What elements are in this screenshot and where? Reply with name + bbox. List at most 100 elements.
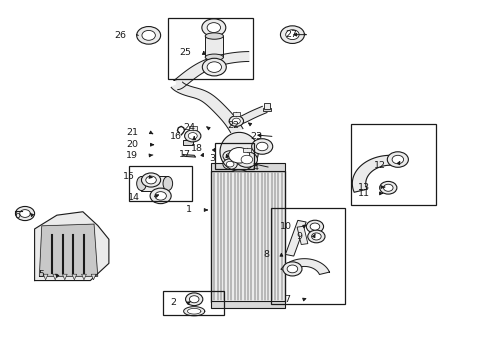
Polygon shape [40,224,98,276]
Text: 21: 21 [126,128,138,137]
Text: 15: 15 [123,172,135,181]
Text: 1: 1 [185,206,191,215]
Text: 11: 11 [357,189,369,198]
Circle shape [305,220,323,233]
Bar [210,171,285,302]
Text: 10: 10 [279,222,291,231]
Text: 24: 24 [183,123,195,132]
Circle shape [202,58,226,76]
Circle shape [188,132,197,139]
Circle shape [383,184,392,191]
Circle shape [280,26,304,44]
Bar [167,18,253,80]
Polygon shape [35,212,109,280]
Text: 22: 22 [227,121,239,130]
Circle shape [207,62,221,72]
Polygon shape [72,274,77,280]
Bar [183,140,192,145]
Text: 17: 17 [179,150,190,159]
Text: 18: 18 [190,144,203,153]
Circle shape [20,210,30,217]
Circle shape [379,181,396,194]
Text: 7: 7 [284,296,289,305]
Circle shape [142,30,155,40]
Text: 9: 9 [295,232,302,241]
Circle shape [226,161,233,167]
Text: 6: 6 [14,211,20,220]
Circle shape [207,23,220,32]
Polygon shape [187,309,201,314]
Polygon shape [173,51,248,90]
Circle shape [309,223,319,230]
Bar [270,208,345,304]
Polygon shape [171,82,243,132]
Polygon shape [81,274,86,280]
Circle shape [226,153,233,159]
Polygon shape [53,274,58,280]
Text: 5: 5 [38,270,44,279]
Bar [188,126,196,130]
Bar [297,226,307,244]
Ellipse shape [136,176,146,190]
Circle shape [189,296,199,303]
Circle shape [232,118,240,124]
Polygon shape [220,132,258,171]
Polygon shape [352,155,390,192]
Bar [350,123,435,205]
Circle shape [236,152,257,167]
Text: 13: 13 [357,183,369,192]
Text: 23: 23 [250,132,262,141]
Circle shape [150,188,171,204]
Text: 14: 14 [128,193,140,202]
Polygon shape [183,307,204,316]
Text: 3: 3 [209,154,215,163]
Bar [263,103,270,109]
Bar [232,112,240,116]
Polygon shape [91,274,96,280]
Bar [285,220,305,256]
Polygon shape [233,106,266,125]
Text: 25: 25 [180,48,191,57]
Text: 26: 26 [114,31,126,40]
Text: 2: 2 [170,298,176,307]
Circle shape [223,159,237,170]
Circle shape [229,116,243,126]
Text: 20: 20 [126,140,138,149]
Circle shape [141,173,160,187]
Ellipse shape [163,176,172,190]
Circle shape [228,148,249,163]
Bar [214,143,254,170]
Ellipse shape [205,33,223,39]
Polygon shape [62,274,67,280]
Circle shape [155,192,166,200]
Polygon shape [43,274,48,280]
Text: 16: 16 [170,132,182,141]
Circle shape [391,155,403,164]
Bar [141,176,167,190]
Bar [210,163,285,171]
Polygon shape [280,259,329,274]
Circle shape [285,30,299,40]
Circle shape [185,293,203,306]
Bar [262,108,271,111]
Circle shape [16,207,35,221]
Text: 12: 12 [373,161,385,170]
Bar [210,301,285,308]
Circle shape [223,151,237,161]
Circle shape [251,139,272,154]
Text: 19: 19 [126,151,138,160]
Bar [205,36,223,57]
Bar [163,291,224,315]
Circle shape [184,130,201,142]
Circle shape [136,27,160,44]
Text: 8: 8 [263,250,269,259]
Circle shape [307,230,325,243]
Circle shape [241,155,252,164]
Ellipse shape [205,54,223,60]
Text: 27: 27 [285,30,297,39]
Circle shape [386,152,407,167]
Circle shape [145,176,156,184]
Bar [243,148,250,152]
Text: 4: 4 [252,163,258,172]
Circle shape [311,233,321,240]
